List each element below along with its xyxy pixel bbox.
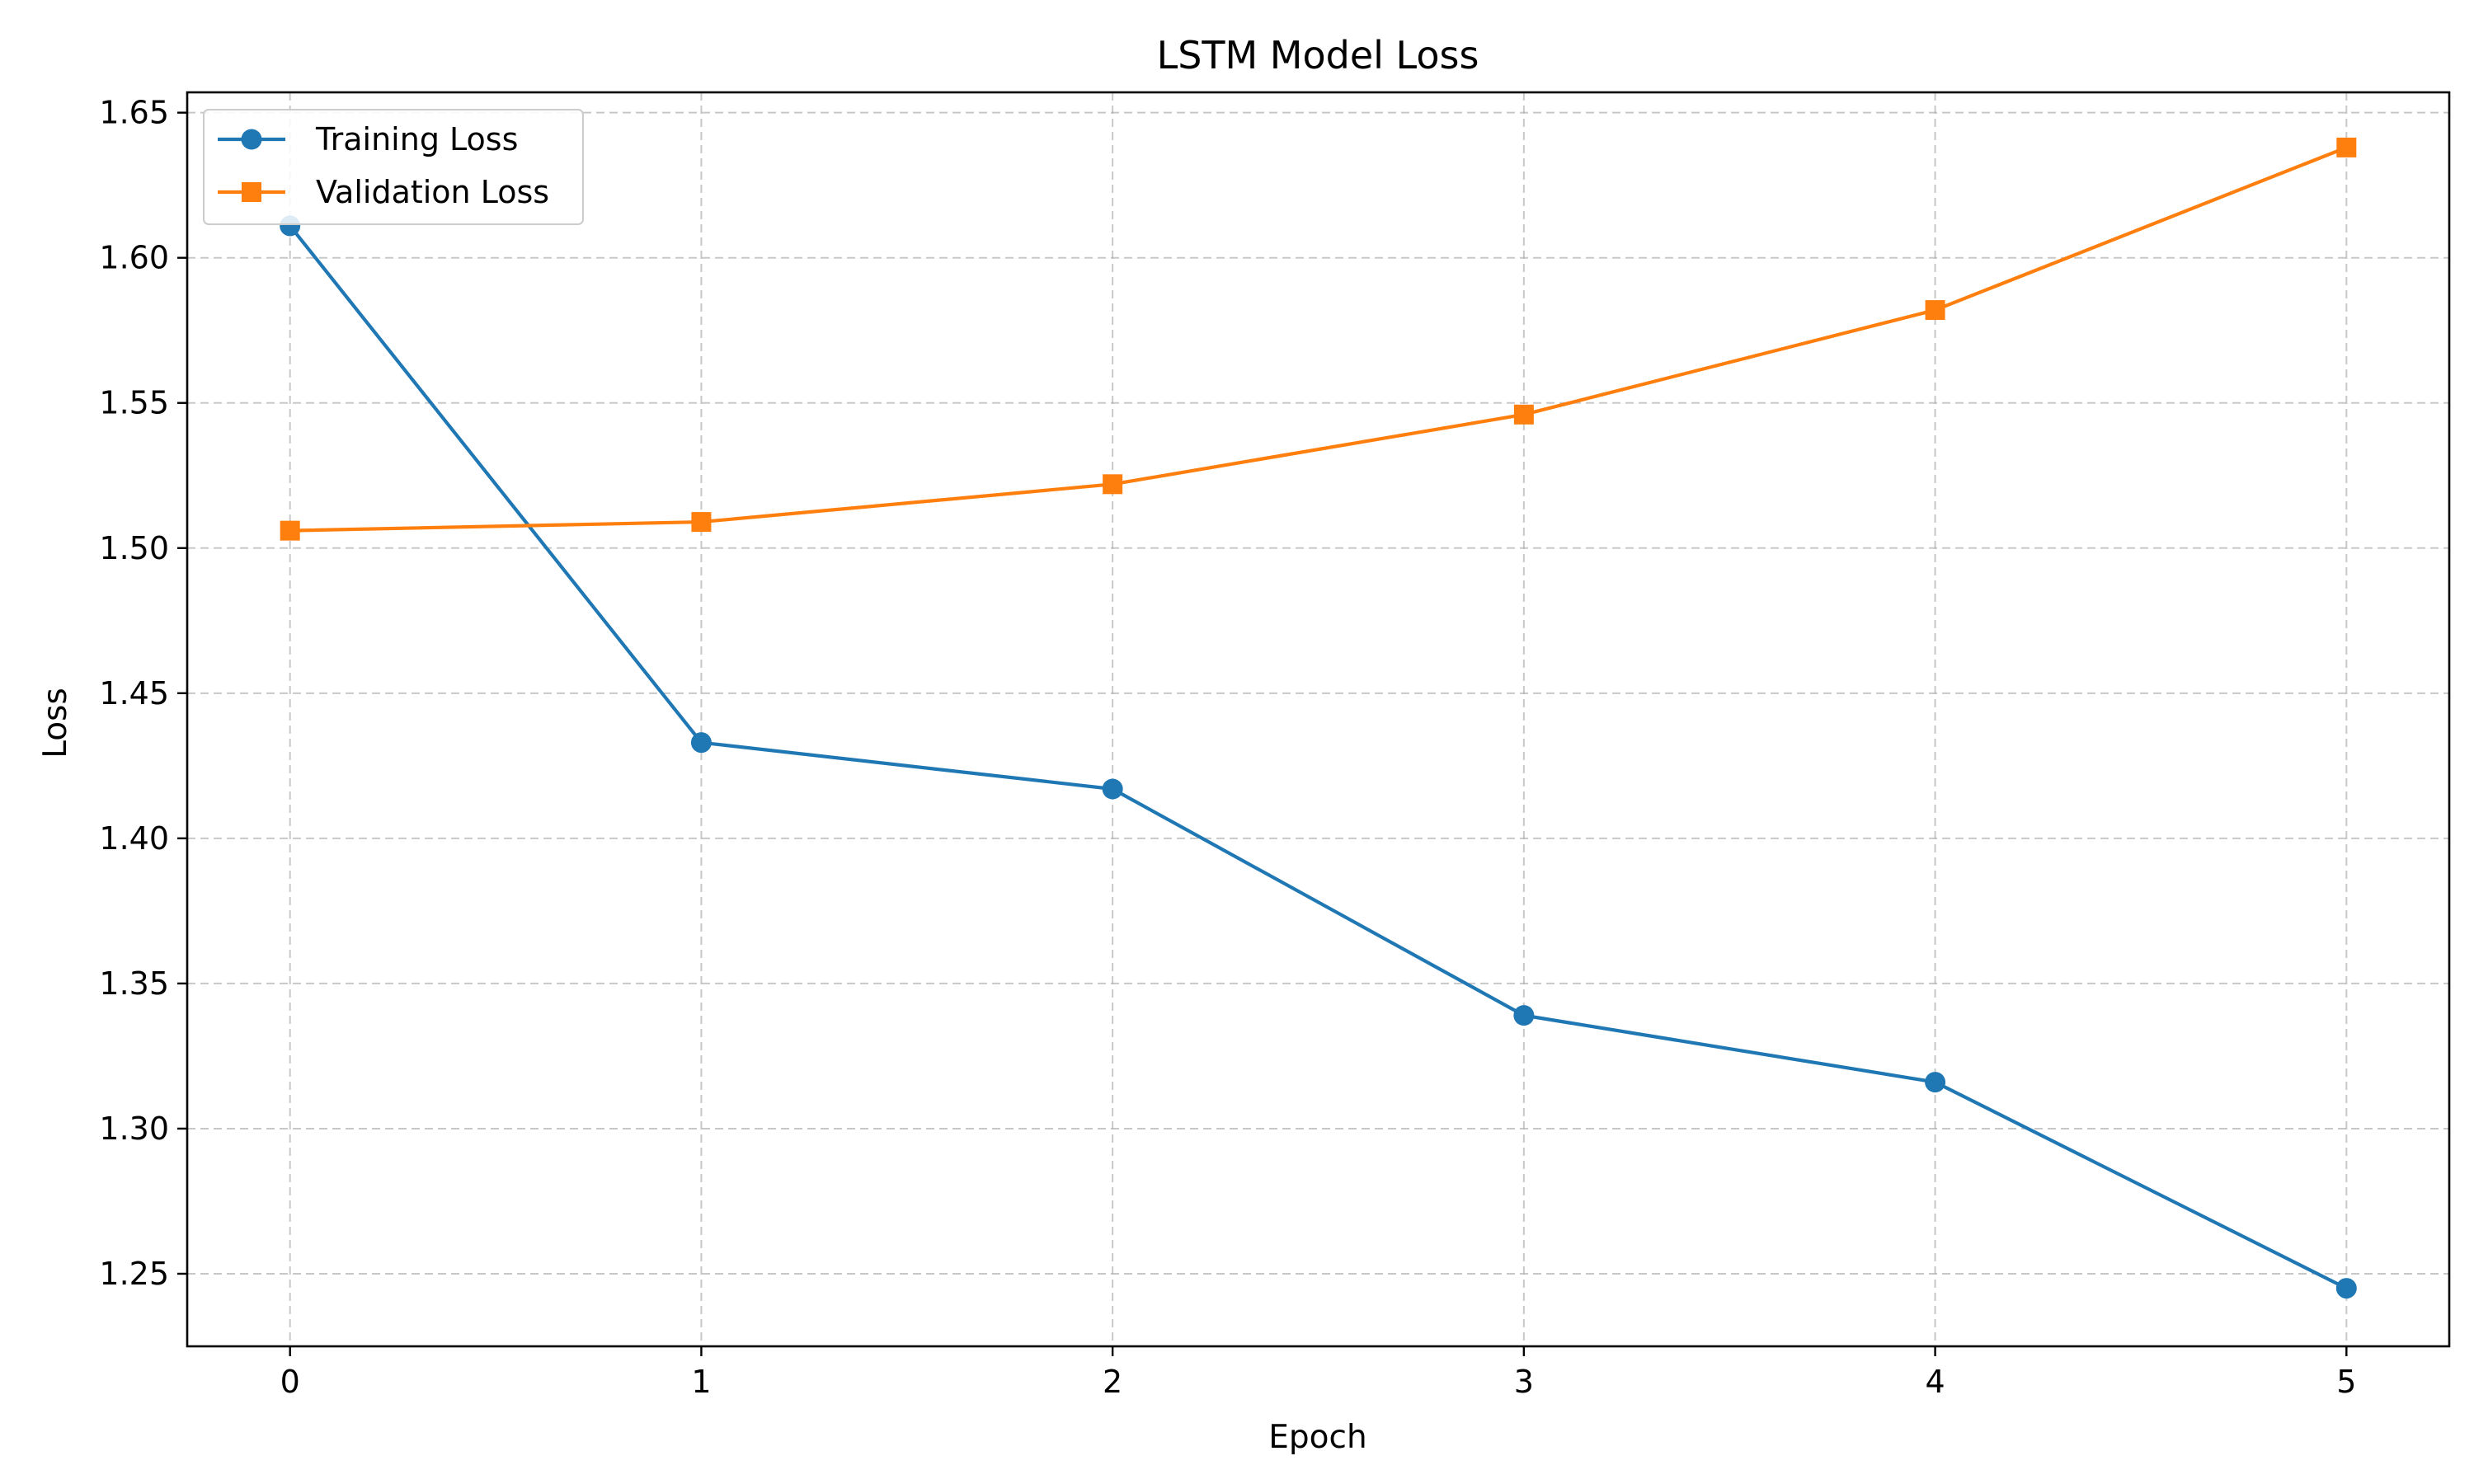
x-tick-label-3: 3 [1514, 1364, 1534, 1400]
x-axis-label: Epoch [1268, 1419, 1366, 1456]
y-tick-label-0: 1.25 [99, 1256, 169, 1292]
series-1-point-4 [1925, 300, 1945, 321]
x-tick-label-4: 4 [1925, 1364, 1945, 1400]
series-line-0 [288, 223, 2349, 1290]
grid [187, 92, 2449, 1346]
series-0-point-1 [690, 732, 712, 754]
y-axis-label: Loss [37, 688, 74, 758]
series-layer [280, 137, 2357, 1299]
y-tick-label-6: 1.55 [99, 385, 169, 421]
series-1-point-3 [1513, 404, 1534, 425]
x-tick-label-2: 2 [1103, 1364, 1122, 1400]
y-tick-label-1: 1.30 [99, 1111, 169, 1147]
plot-frame [186, 91, 2451, 1348]
series-0-point-2 [1102, 778, 1123, 800]
y-tick-label-3: 1.40 [99, 820, 169, 857]
x-tick-label-1: 1 [691, 1364, 711, 1400]
series-line-1 [288, 145, 2349, 533]
y-tick-label-5: 1.50 [99, 530, 169, 566]
series-0-point-3 [1513, 1005, 1535, 1026]
legend-label-1: Validation Loss [316, 174, 549, 210]
series-1-point-1 [691, 512, 712, 533]
y-tick-label-7: 1.60 [99, 240, 169, 276]
y-tick-label-4: 1.45 [99, 675, 169, 711]
y-tick-label-2: 1.35 [99, 965, 169, 1002]
legend: Training Loss Validation Loss [203, 109, 584, 225]
legend-box [203, 109, 584, 225]
legend-marker-1 [242, 182, 261, 202]
y-tick-label-8: 1.65 [99, 95, 169, 131]
series-1-point-2 [1103, 474, 1123, 495]
series-0-point-4 [1925, 1072, 1946, 1093]
x-tick-label-5: 5 [2336, 1364, 2356, 1400]
series-1-point-5 [2336, 137, 2357, 157]
x-tick-label-0: 0 [280, 1364, 300, 1400]
chart-title: LSTM Model Loss [1157, 33, 1479, 77]
axes: 0 1 2 3 4 5 1.25 1.30 1.35 1.40 1.45 1.50 1.55 1.60 1.… [99, 91, 2451, 1400]
series-0-point-5 [2335, 1278, 2357, 1299]
legend-marker-0 [241, 129, 262, 150]
legend-label-0: Training Loss [315, 121, 518, 157]
series-1-point-0 [280, 520, 300, 541]
